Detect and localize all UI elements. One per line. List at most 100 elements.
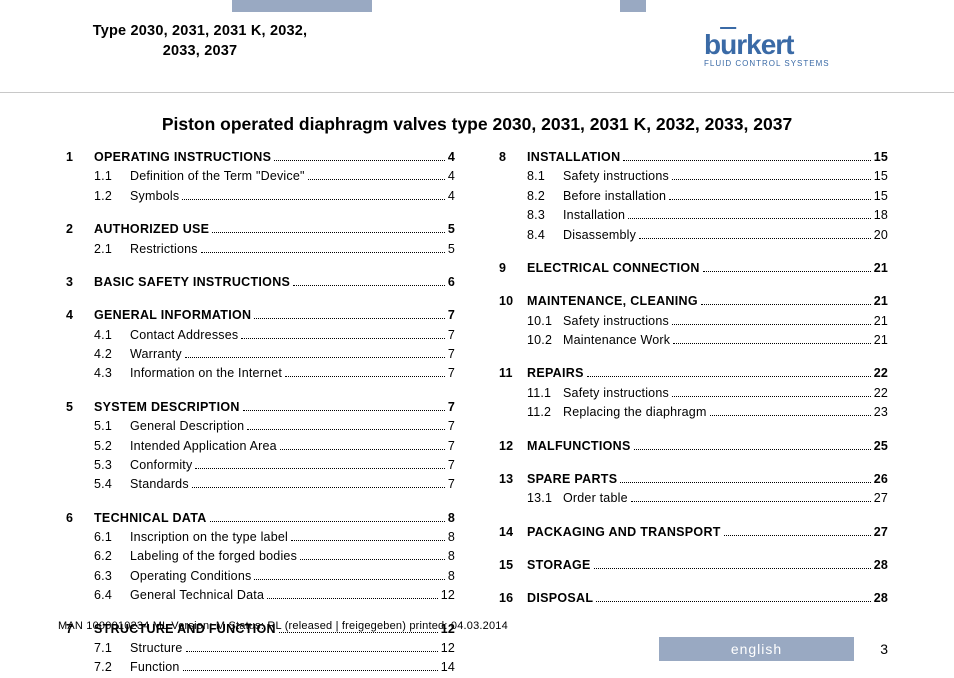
toc-section-heading[interactable]: 15Storage28 — [499, 556, 888, 575]
toc-section: 9Electrical connection21 — [499, 259, 888, 278]
toc-page: 12 — [441, 586, 455, 605]
toc-section-heading[interactable]: 1Operating instructions4 — [66, 148, 455, 167]
toc-section-heading[interactable]: 16Disposal28 — [499, 589, 888, 608]
toc-section-heading[interactable]: 3Basic safety instructions6 — [66, 273, 455, 292]
toc-leader — [300, 559, 445, 560]
toc-section: 5System description75.1General Descripti… — [66, 398, 455, 495]
toc-leader — [182, 199, 445, 200]
toc-section-heading[interactable]: 14Packaging and Transport27 — [499, 523, 888, 542]
toc-section-number: 5 — [66, 398, 94, 417]
toc-leader — [192, 487, 445, 488]
toc-section-heading[interactable]: 11Repairs22 — [499, 364, 888, 383]
toc-section-heading[interactable]: 10Maintenance, Cleaning21 — [499, 292, 888, 311]
brand-name: burkert — [704, 32, 854, 57]
toc-leader — [285, 376, 445, 377]
toc-section-title: Electrical connection — [527, 259, 700, 278]
toc-subsection-number: 4.2 — [94, 345, 130, 364]
toc-page: 21 — [874, 259, 888, 278]
toc-section-title: Spare parts — [527, 470, 617, 489]
toc-section: 15Storage28 — [499, 556, 888, 575]
toc-section-number: 13 — [499, 470, 527, 489]
toc-subsection-number: 7.1 — [94, 639, 130, 658]
toc-subsection[interactable]: 6.3Operating Conditions8 — [66, 567, 455, 586]
toc-section-heading[interactable]: 8Installation15 — [499, 148, 888, 167]
document-title: Piston operated diaphragm valves type 20… — [0, 114, 954, 135]
toc-section-heading[interactable]: 9Electrical connection21 — [499, 259, 888, 278]
toc-subsection[interactable]: 4.3Information on the Internet7 — [66, 364, 455, 383]
toc-page: 27 — [874, 523, 888, 542]
toc-leader — [254, 579, 444, 580]
toc-section-title: System description — [94, 398, 240, 417]
toc-section-number: 1 — [66, 148, 94, 167]
toc-leader — [587, 376, 871, 377]
toc-subsection[interactable]: 2.1Restrictions5 — [66, 240, 455, 259]
toc-section-title: Installation — [527, 148, 620, 167]
toc-section-heading[interactable]: 12Malfunctions25 — [499, 437, 888, 456]
toc-leader — [185, 357, 445, 358]
toc-subsection[interactable]: 5.4Standards7 — [66, 475, 455, 494]
toc-subsection-number: 5.3 — [94, 456, 130, 475]
toc-subsection-number: 8.1 — [527, 167, 563, 186]
toc-subsection[interactable]: 13.1Order table27 — [499, 489, 888, 508]
toc-section-heading[interactable]: 5System description7 — [66, 398, 455, 417]
toc-subsection[interactable]: 5.3Conformity7 — [66, 456, 455, 475]
toc-subsection-title: Before installation — [563, 187, 666, 206]
toc-subsection[interactable]: 8.4Disassembly 20 — [499, 226, 888, 245]
toc-subsection-number: 6.2 — [94, 547, 130, 566]
toc-page: 4 — [448, 167, 455, 186]
toc-section-heading[interactable]: 4General information7 — [66, 306, 455, 325]
toc-subsection[interactable]: 6.1Inscription on the type label8 — [66, 528, 455, 547]
toc-page: 14 — [441, 658, 455, 677]
toc-subsection[interactable]: 10.1Safety instructions21 — [499, 312, 888, 331]
toc-subsection-title: Function — [130, 658, 180, 677]
toc-subsection-number: 8.4 — [527, 226, 563, 245]
toc-section: 6Technical Data86.1Inscription on the ty… — [66, 509, 455, 606]
toc-subsection-title: Operating Conditions — [130, 567, 251, 586]
toc-subsection[interactable]: 4.1Contact Addresses7 — [66, 326, 455, 345]
toc-page: 21 — [874, 292, 888, 311]
toc-subsection[interactable]: 1.1Definition of the Term "Device"4 — [66, 167, 455, 186]
toc-section-heading[interactable]: 6Technical Data8 — [66, 509, 455, 528]
toc-subsection[interactable]: 6.2Labeling of the forged bodies8 — [66, 547, 455, 566]
toc-subsection[interactable]: 11.2Replacing the diaphragm23 — [499, 403, 888, 422]
toc-section-title: General information — [94, 306, 251, 325]
toc-page: 20 — [874, 226, 888, 245]
toc-subsection-number: 7.2 — [94, 658, 130, 677]
type-line-2: 2033, 2037 — [60, 42, 340, 62]
toc-section-heading[interactable]: 13Spare parts 26 — [499, 470, 888, 489]
toc-subsection[interactable]: 1.2Symbols4 — [66, 187, 455, 206]
toc-subsection-title: Restrictions — [130, 240, 198, 259]
toc-section-title: Authorized use — [94, 220, 209, 239]
toc-subsection[interactable]: 8.2Before installation15 — [499, 187, 888, 206]
toc-subsection-title: Conformity — [130, 456, 192, 475]
toc-subsection-number: 6.1 — [94, 528, 130, 547]
toc-subsection[interactable]: 6.4General Technical Data12 — [66, 586, 455, 605]
toc-page: 26 — [874, 470, 888, 489]
toc-page: 7 — [448, 417, 455, 436]
toc-section-heading[interactable]: 2Authorized use5 — [66, 220, 455, 239]
toc-leader — [634, 449, 871, 450]
toc-leader — [274, 160, 445, 161]
toc-page: 8 — [448, 509, 455, 528]
toc-section-title: Basic safety instructions — [94, 273, 290, 292]
toc-leader — [293, 285, 445, 286]
toc-page: 7 — [448, 475, 455, 494]
toc-subsection[interactable]: 8.1Safety instructions15 — [499, 167, 888, 186]
toc-subsection[interactable]: 5.2Intended Application Area7 — [66, 437, 455, 456]
toc-subsection[interactable]: 10.2Maintenance Work21 — [499, 331, 888, 350]
toc-section-number: 12 — [499, 437, 527, 456]
toc-page: 4 — [448, 148, 455, 167]
toc-subsection-title: Disassembly — [563, 226, 636, 245]
toc-subsection[interactable]: 11.1Safety instructions22 — [499, 384, 888, 403]
toc-section-title: Storage — [527, 556, 591, 575]
toc-subsection[interactable]: 7.2Function 14 — [66, 658, 455, 677]
toc-subsection[interactable]: 4.2Warranty7 — [66, 345, 455, 364]
toc-leader — [254, 318, 445, 319]
toc-subsection[interactable]: 7.1Structure12 — [66, 639, 455, 658]
toc-section-number: 2 — [66, 220, 94, 239]
toc-section-number: 4 — [66, 306, 94, 325]
toc-subsection-number: 2.1 — [94, 240, 130, 259]
toc-leader — [195, 468, 444, 469]
toc-subsection[interactable]: 8.3Installation18 — [499, 206, 888, 225]
toc-subsection[interactable]: 5.1General Description7 — [66, 417, 455, 436]
